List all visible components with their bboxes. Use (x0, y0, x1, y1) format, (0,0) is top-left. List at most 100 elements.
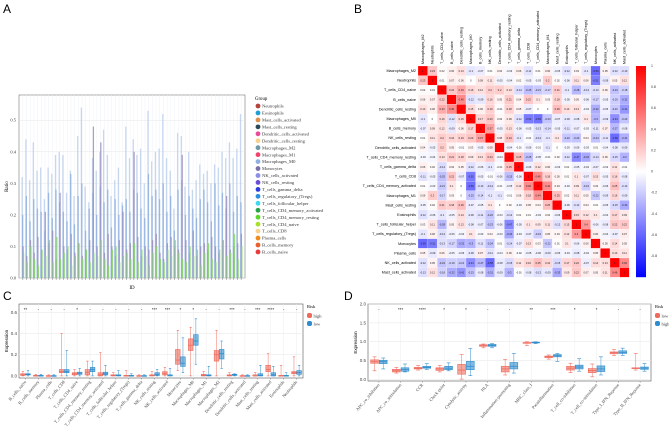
bar-macrophages_m2 (218, 205, 220, 278)
cell-value: 0.01 (593, 203, 599, 207)
legend-swatch (255, 242, 261, 248)
x-axis-label: ID (129, 286, 135, 291)
bar-macrophages_m2 (77, 195, 79, 278)
cell-value: -0.06 (458, 251, 464, 255)
cell-value: 0.04 (583, 203, 589, 207)
bar-macrophages_m2 (73, 224, 76, 278)
x-tick-label: HLA (480, 382, 490, 393)
legend-swatch (655, 313, 660, 318)
legend-swatch (255, 159, 261, 165)
cell-value: -0.24 (439, 261, 445, 265)
bar-monocytes (92, 126, 95, 278)
cell-value: -0.07 (477, 222, 483, 226)
cell-value: 0.17 (478, 117, 484, 121)
cell-value: -0.12 (449, 117, 455, 121)
cell-value: 0.02 (420, 88, 426, 92)
cell-value: -0.04 (516, 232, 522, 236)
significance-label: - (618, 307, 620, 312)
cell-value: -0.13 (439, 232, 445, 236)
cell-value: 0.11 (430, 136, 435, 140)
cell-value: 0.05 (449, 222, 455, 226)
bar-t_cells_cd4_memory_resting (237, 259, 239, 278)
significance-label: *** (152, 307, 158, 312)
cell-value: 0.06 (420, 98, 426, 102)
cell-value: 0.02 (516, 78, 522, 82)
box-low (219, 349, 225, 360)
cell-value: -0.33 (554, 270, 560, 274)
cell-value: -0.58 (487, 261, 493, 265)
significance-label: * (596, 307, 598, 312)
bar-t_cells_cd4_memory_resting (37, 265, 39, 278)
cell-value: -0.14 (535, 136, 541, 140)
significance-label: - (244, 307, 246, 312)
colorbar-tick-label: 1 (651, 64, 653, 68)
cell-value: 0.06 (439, 251, 445, 255)
bar-macrophages_m2 (158, 199, 161, 278)
cell-value: 0.07 (583, 270, 589, 274)
cell-value: -0.12 (573, 203, 579, 207)
significance-label: - (639, 307, 641, 312)
cell-value: 0.06 (603, 155, 609, 159)
cell-value: 0.1 (488, 203, 492, 207)
cell-value: -0.01 (621, 165, 627, 169)
cell-value: -0.05 (420, 203, 426, 207)
cell-value: 0.06 (545, 165, 551, 169)
colorbar-tick-label: 0.4 (651, 127, 656, 131)
cell-value: -0.07 (593, 165, 599, 169)
legend-swatch (255, 187, 261, 192)
colorbar-tick-label: 0.6 (651, 106, 656, 110)
cell-value: -0.07 (554, 117, 560, 121)
cell-value: 0.09 (430, 126, 436, 130)
cell-value: 0.16 (487, 98, 493, 102)
cell-value: 0.14 (593, 261, 599, 265)
cell-value: -0.33 (621, 203, 627, 207)
cell-value: -0.07 (420, 126, 426, 130)
cell-value: 0.17 (468, 126, 474, 130)
cell-value: -0.04 (602, 146, 608, 150)
cell-value: -0.06 (535, 251, 541, 255)
legend-label: T_cells_gamma_delta (262, 187, 303, 192)
column-label: T_cells_follicular_helper (575, 24, 579, 64)
cell-value: -0.07 (573, 126, 579, 130)
legend-title: Group (255, 97, 268, 102)
cell-value: -0.05 (573, 165, 579, 169)
cell-value: 0.22 (622, 222, 628, 226)
x-tick-label: CCR (415, 382, 425, 392)
legend-label: Macrophages_M2 (262, 145, 296, 150)
bar-t_cells_cd4_memory_resting (26, 262, 28, 278)
cell-value: -0.12 (612, 69, 618, 73)
cell-value: 0.26 (459, 203, 465, 207)
cell-value: 0.12 (583, 213, 589, 217)
column-label: T_cells_CD4_memory_resting (507, 14, 511, 64)
cell-value: 0.08 (497, 136, 503, 140)
cell-value: -0.1 (584, 69, 589, 73)
row-label: Dendritic_cells_resting (379, 107, 416, 111)
cell-value: -0.1 (488, 165, 493, 169)
cell-value: 0.18 (526, 194, 532, 198)
cell-value: -0.06 (573, 242, 579, 246)
cell-value: -0.59 (593, 69, 599, 73)
bar-monocytes (89, 240, 91, 278)
cell-value: 0.05 (516, 107, 522, 111)
cell-value: -0.14 (593, 155, 599, 159)
cell-value: -0.07 (516, 242, 522, 246)
bar-monocytes (107, 233, 109, 278)
significance-label: * (574, 307, 576, 312)
significance-label: *** (229, 307, 235, 312)
legend-swatch (255, 131, 261, 137)
cell-value: -0.09 (602, 78, 608, 82)
cell-value: -0.1 (545, 136, 550, 140)
cell-value: 0.23 (487, 117, 493, 121)
cell-value: 0.09 (507, 117, 513, 121)
cell-value: -0.1 (517, 136, 522, 140)
row-label: Neutrophils (397, 79, 416, 83)
column-label: Macrophages_M2 (421, 34, 425, 64)
y-axis-label: Expression (353, 331, 358, 354)
box-low (270, 372, 276, 377)
cell-value: -0.04 (583, 107, 589, 111)
y-tick-label: 0.0 (11, 373, 18, 378)
cell-value: 0.2 (440, 136, 444, 140)
cell-value: 0.2 (498, 88, 502, 92)
cell-value: 0.2 (546, 78, 550, 82)
cell-value: 0.06 (430, 107, 436, 111)
